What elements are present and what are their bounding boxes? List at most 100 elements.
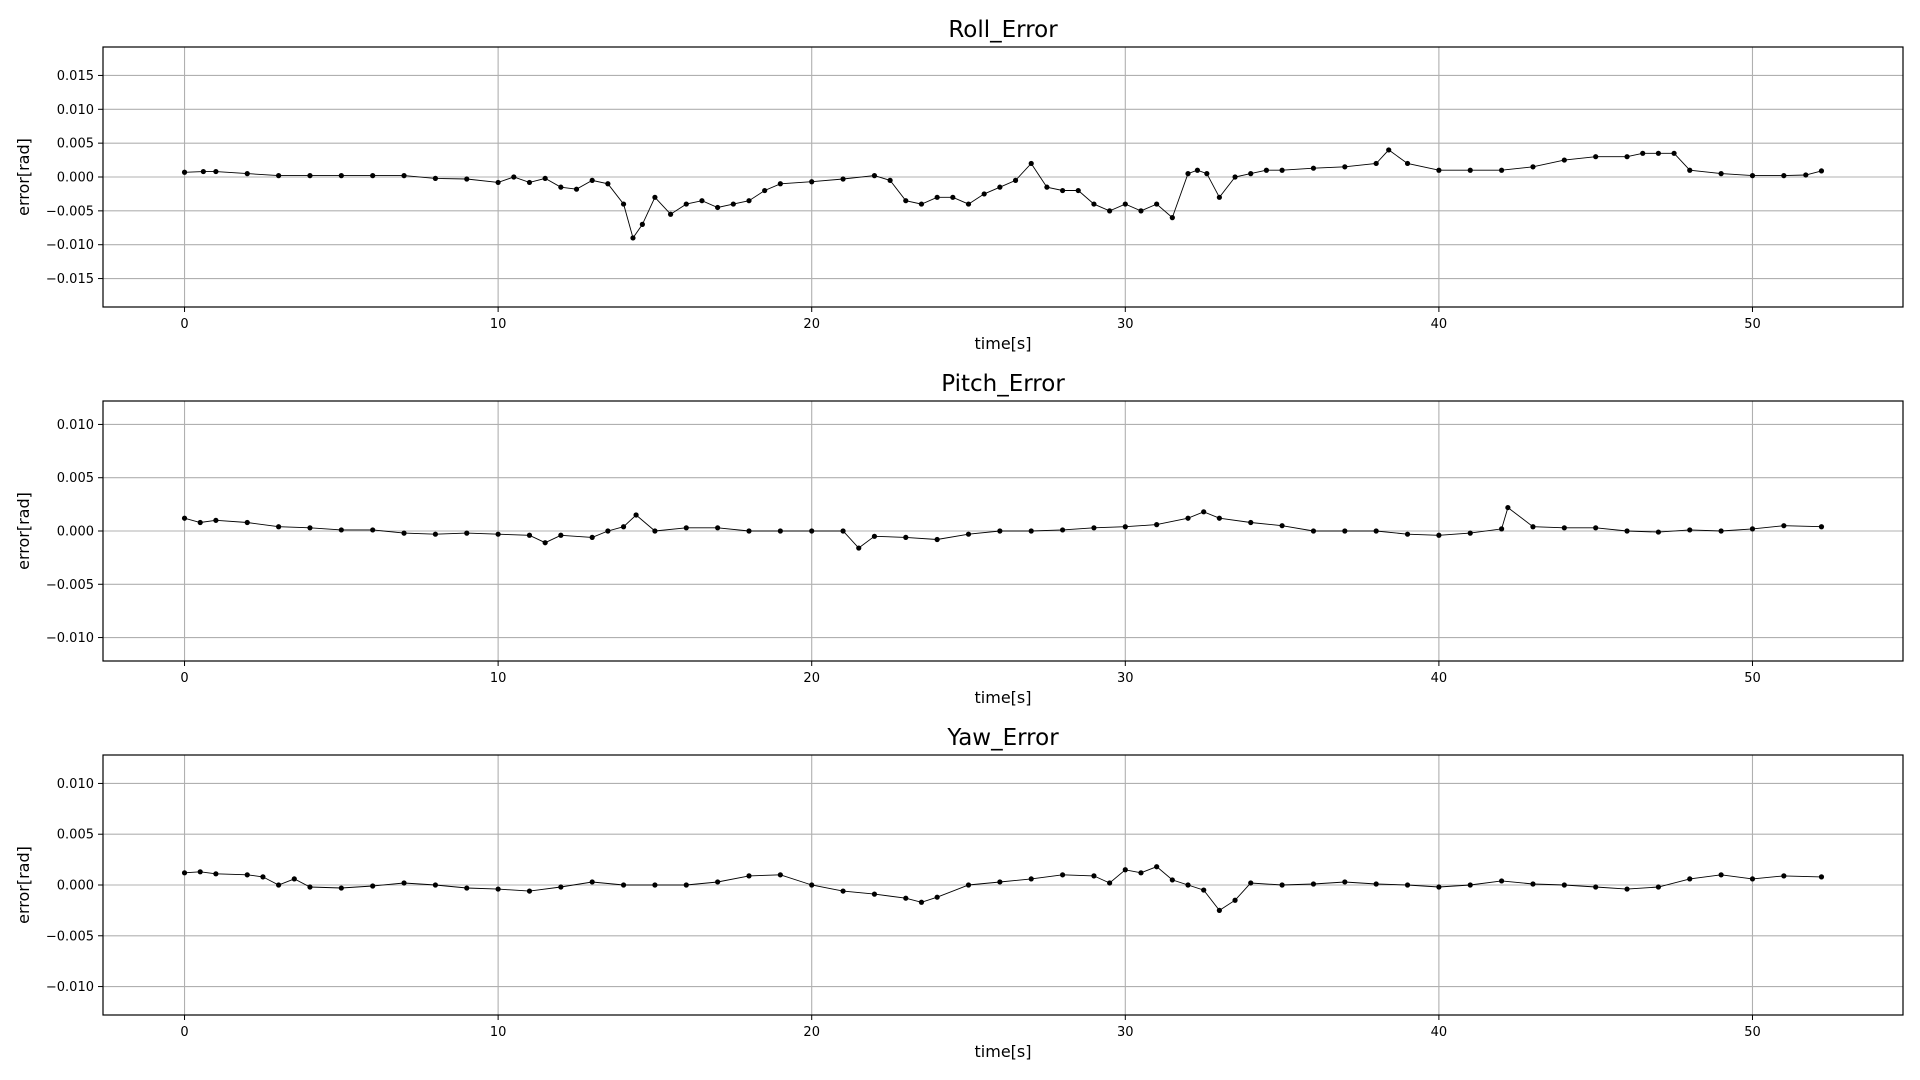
data-point — [620, 201, 627, 207]
data-point — [1655, 529, 1662, 535]
data-point — [307, 173, 313, 179]
y-tick-label: 0.015 — [57, 69, 94, 84]
data-point — [1122, 524, 1128, 530]
data-point — [495, 886, 501, 892]
data-point — [526, 532, 533, 538]
data-point — [338, 885, 344, 891]
data-point — [181, 870, 188, 876]
data-point — [667, 211, 674, 217]
data-point — [1749, 173, 1756, 179]
data-point — [1059, 187, 1066, 194]
data-point — [1248, 171, 1254, 177]
data-point — [1818, 524, 1825, 530]
data-point — [1436, 884, 1442, 890]
data-point — [1749, 876, 1756, 882]
x-tick-label: 10 — [490, 671, 507, 686]
data-point — [1028, 160, 1034, 167]
data-point — [1310, 165, 1317, 171]
axes-frame — [102, 754, 1904, 1016]
data-point — [1310, 528, 1317, 534]
data-point — [1263, 167, 1270, 173]
y-tick-label: 0.010 — [57, 777, 94, 792]
data-point — [630, 235, 636, 241]
data-point — [1803, 172, 1809, 178]
data-point — [699, 198, 705, 204]
data-point — [1169, 215, 1175, 221]
x-tick-label: 50 — [1744, 1025, 1761, 1040]
data-point — [1436, 532, 1442, 538]
x-tick-label: 10 — [490, 1025, 507, 1040]
data-point — [683, 882, 689, 888]
data-point — [918, 899, 925, 905]
chart-title: Yaw_Error — [946, 725, 1059, 751]
data-point — [1342, 879, 1348, 885]
data-point — [1216, 515, 1222, 521]
data-point — [526, 179, 533, 186]
data-point — [1216, 194, 1222, 200]
data-point — [652, 194, 658, 200]
data-point — [526, 888, 533, 894]
data-point — [1818, 168, 1825, 174]
data-point — [1012, 177, 1019, 183]
data-point — [871, 173, 878, 179]
data-point — [307, 884, 313, 890]
data-point — [746, 528, 752, 534]
data-point — [777, 181, 783, 187]
data-point — [1091, 201, 1097, 207]
x-tick-label: 30 — [1117, 671, 1134, 686]
y-tick-label: −0.010 — [46, 238, 94, 253]
x-tick-label: 20 — [803, 317, 820, 332]
data-point — [542, 175, 548, 181]
data-point — [1749, 526, 1756, 532]
data-point — [777, 872, 783, 878]
data-point — [809, 528, 815, 534]
data-point — [1624, 154, 1630, 160]
data-point — [1232, 174, 1238, 180]
data-point — [1194, 167, 1201, 173]
x-tick-label: 0 — [180, 1025, 188, 1040]
data-point — [1373, 881, 1379, 887]
data-point — [1154, 864, 1160, 870]
data-point — [997, 184, 1003, 190]
data-point — [1404, 531, 1411, 537]
data-point — [934, 536, 940, 543]
y-tick-label: −0.010 — [46, 980, 94, 995]
data-point — [1781, 523, 1787, 529]
data-point — [887, 177, 893, 183]
data-point — [746, 198, 752, 204]
data-point — [965, 882, 972, 888]
x-tick-label: 20 — [803, 671, 820, 686]
data-point — [1499, 526, 1505, 532]
data-point — [213, 871, 219, 877]
data-point — [244, 872, 250, 878]
y-tick-label: 0.005 — [57, 471, 94, 486]
data-point — [605, 181, 611, 187]
data-point — [307, 525, 313, 531]
x-tick-label: 40 — [1431, 317, 1448, 332]
data-point — [573, 186, 580, 192]
data-point — [260, 874, 266, 880]
data-point — [871, 533, 878, 539]
data-point — [1593, 525, 1599, 531]
data-point — [244, 519, 250, 526]
data-point — [401, 530, 407, 536]
y-tick-label: 0.010 — [57, 103, 94, 118]
data-point — [1593, 154, 1599, 160]
data-point — [934, 194, 940, 200]
y-axis-label: error[rad] — [14, 138, 33, 216]
data-point — [1185, 171, 1191, 177]
data-point — [1373, 528, 1379, 534]
axes-frame — [102, 400, 1904, 662]
data-point — [370, 527, 376, 533]
data-point — [934, 894, 940, 900]
data-point — [981, 191, 987, 197]
data-point — [291, 876, 297, 882]
data-point — [1561, 157, 1567, 163]
data-point — [1818, 874, 1825, 880]
y-tick-label: 0.005 — [57, 828, 94, 843]
data-point — [1107, 880, 1113, 886]
data-point — [1467, 530, 1473, 536]
data-point — [1138, 870, 1144, 876]
data-point — [1028, 876, 1034, 882]
data-point — [1386, 147, 1392, 153]
